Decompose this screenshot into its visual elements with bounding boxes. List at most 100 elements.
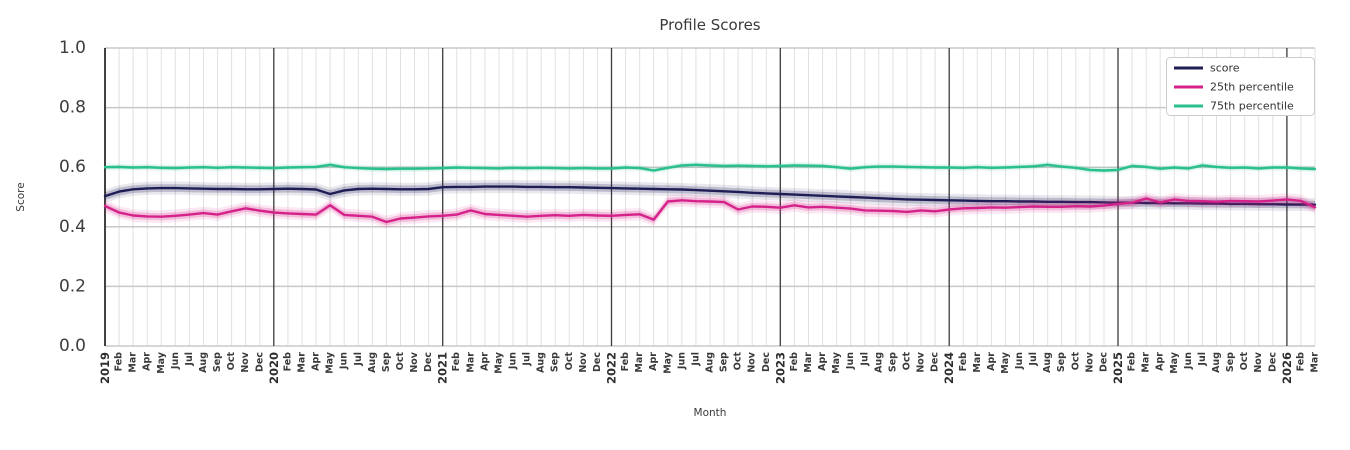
x-tick-label-month: Jul — [184, 352, 195, 367]
x-tick-label-month: May — [1169, 351, 1180, 374]
x-tick-label-month: Aug — [198, 352, 209, 373]
gridlines — [104, 47, 1316, 347]
x-tick-label-month: Nov — [747, 351, 758, 372]
x-tick-label-year: 2026 — [1280, 352, 1294, 384]
x-tick-label-month: Oct — [1070, 352, 1081, 371]
x-tick-label-month: Oct — [226, 352, 237, 371]
x-tick-label-month: Jun — [676, 352, 687, 370]
x-tick-label-month: Apr — [1155, 352, 1166, 371]
x-tick-label-month: Mar — [297, 352, 308, 373]
x-tick-label-month: May — [494, 351, 505, 374]
x-tick-label-year: 2023 — [773, 352, 787, 384]
x-tick-label-month: Sep — [1056, 352, 1067, 372]
y-tick-label: 0.2 — [59, 276, 86, 296]
25th-percentile-band-outer — [105, 192, 1315, 229]
legend-label-score: score — [1210, 62, 1240, 75]
data-series — [103, 161, 1317, 229]
x-tick-label-month: Dec — [761, 352, 772, 372]
x-tick-label-month: Apr — [648, 352, 659, 371]
x-tick-label-month: Sep — [550, 352, 561, 372]
x-tick-label-month: Nov — [916, 351, 927, 372]
legend-label-75th-percentile: 75th percentile — [1210, 100, 1294, 113]
score-line — [103, 185, 1317, 206]
x-tick-label-month: Feb — [451, 352, 462, 372]
y-tick-label: 0.8 — [59, 98, 86, 118]
x-tick-label-month: Apr — [142, 352, 153, 371]
25th-percentile-line — [103, 197, 1317, 224]
75th-percentile-line — [103, 163, 1317, 172]
75th-percentile-band-inner — [105, 163, 1315, 173]
x-tick-label-month: Apr — [817, 352, 828, 371]
legend-label-25th-percentile: 25th percentile — [1210, 81, 1294, 94]
x-tick-label-month: Jun — [339, 352, 350, 370]
x-tick-label-month: Oct — [395, 352, 406, 371]
y-tick-label: 1.0 — [59, 38, 86, 58]
legend-box — [1166, 57, 1315, 116]
x-tick-label-year: 2019 — [98, 352, 112, 384]
x-tick-label-month: Feb — [282, 352, 293, 372]
x-tick-label-month: Feb — [1295, 352, 1306, 372]
x-tick-label-month: May — [325, 351, 336, 374]
x-tick-label-month: Jun — [845, 352, 856, 370]
x-tick-label-month: Mar — [1310, 352, 1321, 373]
x-tick-label-month: Feb — [1127, 352, 1138, 372]
x-tick-label-month: May — [1000, 351, 1011, 374]
x-tick-label-month: Jul — [1028, 352, 1039, 367]
x-tick-label-month: Mar — [128, 352, 139, 373]
y-axis-label: Score — [15, 182, 27, 211]
x-tick-label-month: Jun — [170, 352, 181, 370]
x-tick-label-month: Apr — [479, 352, 490, 371]
x-tick-label-month: Oct — [902, 352, 913, 371]
x-tick-label-month: Nov — [240, 351, 251, 372]
x-tick-label-month: Jul — [1197, 352, 1208, 367]
x-tick-label-month: Sep — [381, 352, 392, 372]
x-tick-label-year: 2025 — [1111, 352, 1125, 384]
x-tick-label-month: Dec — [254, 352, 265, 372]
x-tick-label-month: Aug — [705, 352, 716, 373]
x-tick-label-month: Sep — [212, 352, 223, 372]
x-tick-label-month: May — [156, 351, 167, 374]
x-tick-label-month: Mar — [972, 352, 983, 373]
x-tick-label-month: Oct — [564, 352, 575, 371]
x-tick-label-month: Oct — [733, 352, 744, 371]
x-tick-label-month: Mar — [1141, 352, 1152, 373]
x-tick-label-month: Mar — [465, 352, 476, 373]
score-band-outer — [105, 180, 1315, 212]
x-tick-label-month: Jul — [353, 352, 364, 367]
x-tick-label-month: Feb — [789, 352, 800, 372]
chart-title: Profile Scores — [659, 16, 760, 34]
x-tick-label-month: Sep — [719, 352, 730, 372]
x-tick-label-month: Nov — [1084, 351, 1095, 372]
x-tick-label-month: Feb — [958, 352, 969, 372]
x-tick-label-month: Dec — [1267, 352, 1278, 372]
x-tick-label-month: May — [831, 351, 842, 374]
x-tick-label-month: Aug — [873, 352, 884, 373]
x-tick-label-month: Nov — [1253, 351, 1264, 372]
x-tick-label-month: Aug — [1211, 352, 1222, 373]
x-tick-label-month: Apr — [986, 352, 997, 371]
y-tick-label: 0.0 — [59, 336, 86, 356]
x-tick-label-month: Dec — [423, 352, 434, 372]
x-tick-label-month: Jul — [859, 352, 870, 367]
x-tick-label-year: 2020 — [267, 352, 281, 384]
x-tick-label-month: Jul — [690, 352, 701, 367]
x-tick-label-month: Aug — [536, 352, 547, 373]
x-tick-label-month: Sep — [887, 352, 898, 372]
legend: score 25th percentile 75th percentile — [1166, 57, 1315, 116]
x-tick-label-month: Oct — [1239, 352, 1250, 371]
x-tick-label-month: Mar — [634, 352, 645, 373]
x-tick-label-year: 2022 — [605, 352, 619, 384]
x-tick-label-month: Mar — [803, 352, 814, 373]
x-tick-label-month: Aug — [367, 352, 378, 373]
x-tick-label-month: Feb — [620, 352, 631, 372]
x-tick-label-month: Dec — [592, 352, 603, 372]
y-tick-label: 0.6 — [59, 157, 86, 177]
y-tick-label: 0.4 — [59, 217, 86, 237]
x-tick-label-month: Aug — [1042, 352, 1053, 373]
75th-percentile-band-outer — [105, 161, 1315, 174]
x-tick-label-month: Jul — [522, 352, 533, 367]
x-axis-label: Month — [694, 407, 727, 419]
